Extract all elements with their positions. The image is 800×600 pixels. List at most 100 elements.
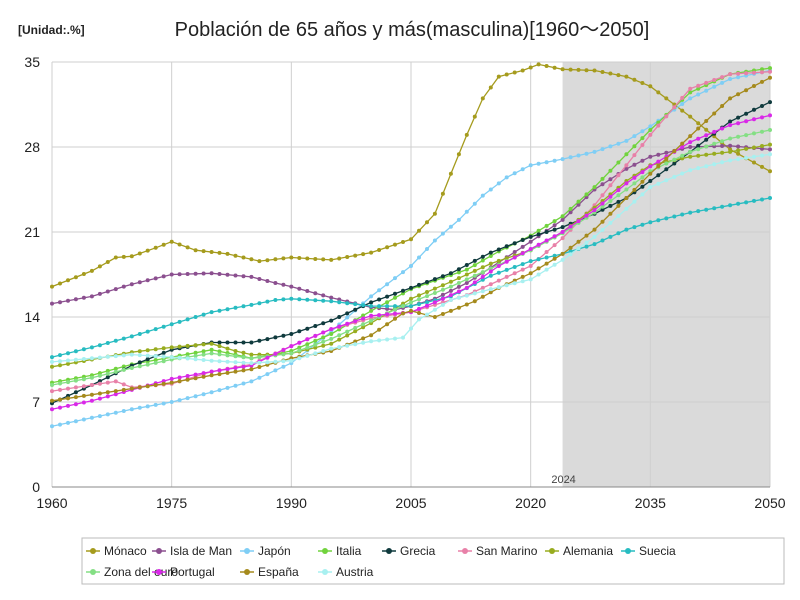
y-tick-label: 7 (32, 394, 40, 410)
data-point (552, 219, 557, 224)
data-point (608, 183, 613, 188)
data-point (145, 404, 150, 409)
data-point (456, 217, 461, 222)
data-point (624, 206, 629, 211)
data-point (440, 302, 445, 307)
data-point (712, 111, 717, 116)
data-point (712, 206, 717, 211)
data-point (560, 214, 565, 219)
data-point (576, 202, 581, 207)
data-point (185, 377, 190, 382)
data-point (321, 335, 326, 340)
data-point (185, 272, 190, 276)
data-point (385, 337, 390, 342)
data-point (129, 352, 134, 357)
data-point (464, 277, 469, 282)
data-point (66, 278, 70, 283)
data-point (193, 394, 198, 399)
data-point (377, 327, 382, 332)
data-point (121, 409, 126, 413)
data-point (169, 400, 174, 404)
data-point (472, 201, 477, 206)
data-point (744, 133, 749, 138)
legend-swatch-marker (322, 569, 328, 575)
data-point (217, 272, 222, 276)
data-point (353, 307, 358, 312)
data-point (744, 88, 749, 93)
legend-item: Italia (318, 544, 362, 558)
data-point (337, 337, 342, 342)
data-point (225, 370, 230, 375)
data-point (385, 282, 390, 287)
legend-label: Italia (336, 544, 362, 558)
data-point (552, 234, 557, 239)
data-point (704, 152, 709, 157)
data-point (73, 385, 78, 390)
data-point (137, 251, 142, 256)
data-point (768, 196, 772, 200)
data-point (193, 357, 198, 362)
series-suecia (50, 196, 772, 360)
data-point (329, 318, 334, 323)
data-point (193, 271, 198, 276)
data-point (432, 307, 437, 312)
data-point (600, 201, 605, 206)
data-point (73, 402, 78, 407)
data-point (113, 389, 118, 394)
data-point (712, 141, 717, 146)
data-point (417, 282, 421, 287)
data-point (58, 281, 62, 286)
data-point (297, 348, 302, 353)
data-point (393, 295, 397, 300)
data-point (257, 360, 262, 365)
data-point (744, 71, 749, 76)
data-point (425, 300, 429, 305)
data-point (720, 150, 725, 155)
data-point (664, 216, 669, 221)
data-point (377, 338, 382, 343)
data-point (169, 272, 174, 277)
data-point (145, 353, 150, 358)
data-point (145, 362, 150, 367)
axes: 0 7 14 21 28 35 1960 1975 1990 2005 2020 2035 2050 (24, 54, 785, 511)
data-point (544, 250, 549, 254)
data-point (448, 279, 453, 284)
data-point (113, 410, 118, 415)
data-point (66, 298, 70, 303)
data-point (161, 350, 166, 355)
data-point (393, 276, 397, 281)
data-point (409, 304, 413, 309)
data-point (528, 239, 533, 244)
data-point (193, 350, 198, 355)
data-point (456, 284, 461, 289)
data-point (536, 257, 541, 262)
data-point (201, 374, 206, 379)
data-point (329, 332, 334, 336)
data-point (409, 264, 413, 268)
data-point (129, 366, 134, 370)
data-point (736, 151, 741, 156)
data-point (209, 390, 214, 395)
data-point (488, 261, 493, 266)
data-point (58, 422, 62, 427)
data-point (393, 336, 397, 341)
data-point (409, 237, 413, 242)
data-point (137, 360, 142, 365)
x-tick-label: 1990 (276, 495, 307, 511)
data-point (600, 176, 605, 181)
data-point (656, 123, 661, 128)
data-point (177, 379, 182, 384)
data-point (600, 147, 605, 152)
data-point (520, 274, 525, 279)
data-point (464, 263, 469, 267)
data-point (560, 251, 565, 256)
data-point (456, 281, 461, 285)
data-point (281, 297, 286, 302)
data-point (113, 354, 118, 359)
data-point (496, 247, 501, 252)
data-point (560, 257, 565, 262)
data-point (169, 239, 174, 244)
data-point (66, 380, 70, 385)
data-point (58, 381, 62, 386)
data-point (113, 287, 118, 292)
